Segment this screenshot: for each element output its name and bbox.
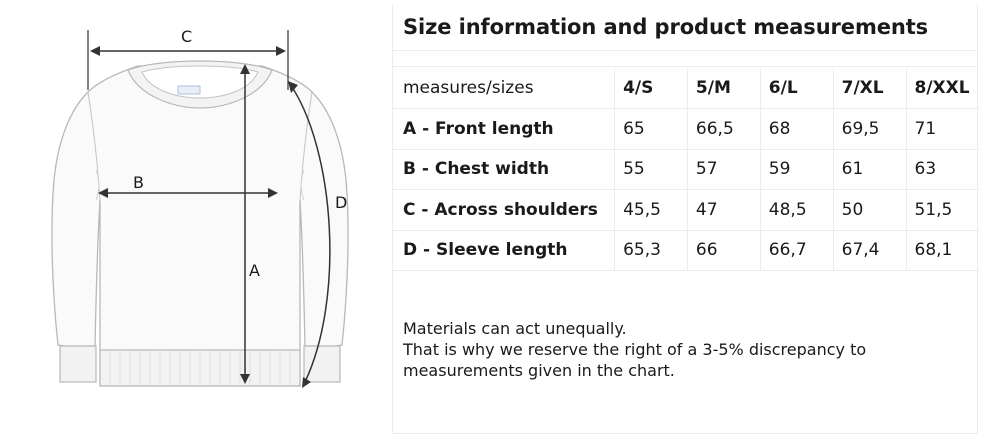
dimension-c-label: C — [181, 27, 192, 46]
discrepancy-note: Materials can act unequally. That is why… — [403, 318, 866, 381]
table-cell: 69,5 — [832, 108, 907, 150]
note-line: Materials can act unequally. — [403, 319, 627, 338]
size-header-m: 5/M — [686, 68, 761, 109]
table-cell: 59 — [759, 149, 834, 190]
table-row: C - Across shoulders 45,5 47 48,5 50 51,… — [393, 189, 979, 231]
size-info-panel: Size information and product measurement… — [392, 4, 979, 434]
table-cell: 65,3 — [614, 230, 688, 271]
table-cell: 65 — [614, 108, 688, 150]
dimension-a-label: A — [249, 261, 260, 280]
table-cell: 51,5 — [905, 189, 979, 231]
table-top-divider — [393, 66, 977, 67]
left-armpit-fold — [95, 169, 100, 201]
hem-rib-lines — [109, 351, 291, 385]
collar-inner — [141, 65, 259, 99]
table-cell: 66,5 — [686, 108, 761, 150]
table-cell: 48,5 — [759, 189, 834, 231]
table-cell: 67,4 — [832, 230, 907, 271]
table-row: D - Sleeve length 65,3 66 66,7 67,4 68,1 — [393, 230, 979, 271]
table-cell: 71 — [905, 108, 979, 150]
table-row: B - Chest width 55 57 59 61 63 — [393, 149, 979, 190]
dimension-b-arrow-left — [98, 188, 108, 198]
dimension-c-arrow-right — [276, 46, 286, 56]
table-cell: 55 — [614, 149, 688, 190]
right-sleeve-seam — [299, 91, 313, 201]
neck-label-tag — [177, 85, 201, 95]
dimension-a-arrow-top — [240, 64, 250, 74]
table-cell: 68,1 — [905, 230, 979, 271]
dimension-d-label: D — [335, 193, 347, 212]
note-line: measurements given in the chart. — [403, 361, 675, 380]
right-cuff-rib — [303, 345, 341, 383]
table-cell: 47 — [686, 189, 761, 231]
sweater-measurement-diagram: C B A D — [0, 0, 380, 436]
row-label-front-length: A - Front length — [393, 108, 615, 150]
row-label-sleeve-length: D - Sleeve length — [393, 230, 615, 271]
dimension-a-arrow-bottom — [240, 374, 250, 384]
table-cell: 50 — [832, 189, 907, 231]
table-cell: 45,5 — [614, 189, 688, 231]
table-row: A - Front length 65 66,5 68 69,5 71 — [393, 108, 979, 150]
table-header-label: measures/sizes — [393, 68, 615, 109]
row-label-across-shoulders: C - Across shoulders — [393, 189, 615, 231]
size-header-xl: 7/XL — [832, 68, 907, 109]
table-header-row: measures/sizes 4/S 5/M 6/L 7/XL 8/XXL — [393, 68, 979, 109]
dimension-b-label: B — [133, 173, 144, 192]
right-armpit-fold — [300, 169, 305, 201]
note-line: That is why we reserve the right of a 3-… — [403, 340, 867, 359]
title-divider — [393, 50, 977, 51]
dimension-d-arrow-bottom — [302, 377, 311, 388]
size-header-s: 4/S — [614, 68, 688, 109]
dimension-d-arrow-top — [288, 81, 298, 93]
dimension-c-arrow-left — [90, 46, 100, 56]
table-cell: 57 — [686, 149, 761, 190]
sweater-body-outline — [51, 65, 349, 387]
table-cell: 66 — [686, 230, 761, 271]
table-cell: 66,7 — [759, 230, 834, 271]
page-title: Size information and product measurement… — [403, 15, 929, 39]
table-cell: 61 — [832, 149, 907, 190]
table-cell: 63 — [905, 149, 979, 190]
size-header-xxl: 8/XXL — [905, 68, 979, 109]
size-table: measures/sizes 4/S 5/M 6/L 7/XL 8/XXL A … — [393, 68, 979, 271]
dimension-d-arc — [289, 83, 331, 385]
sweater-drawing: C B A D — [51, 27, 349, 388]
size-header-l: 6/L — [759, 68, 834, 109]
table-cell: 68 — [759, 108, 834, 150]
row-label-chest-width: B - Chest width — [393, 149, 615, 190]
left-cuff-rib — [59, 345, 97, 383]
left-sleeve-seam — [87, 91, 101, 201]
dimension-b-arrow-right — [268, 188, 278, 198]
